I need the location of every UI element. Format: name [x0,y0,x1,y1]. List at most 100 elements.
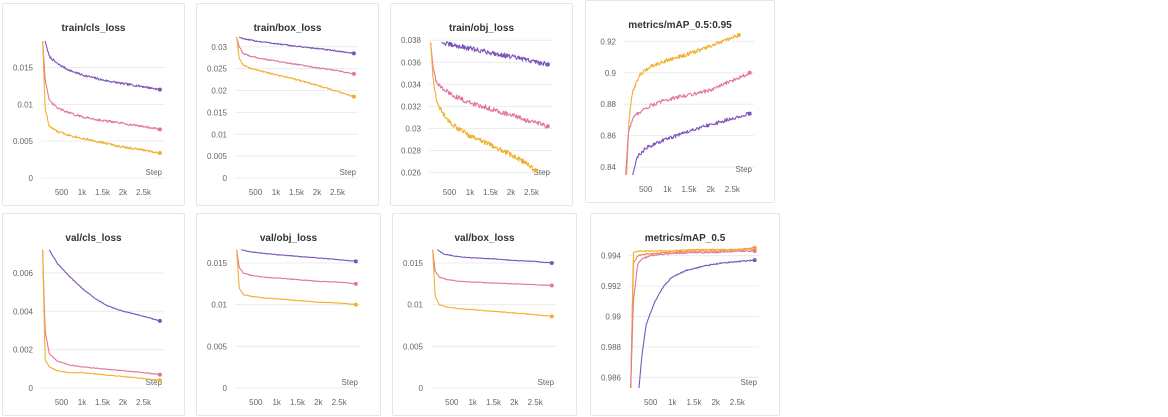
series-end-marker [747,70,752,75]
series-line-purple [44,40,161,91]
y-tick-label: 0.86 [600,132,616,141]
chart-panel-metrics-map-0-5: metrics/mAP_0.5 0.986 0.988 0.99 0.992 0.994… [590,213,780,416]
y-tick-label: 0.002 [13,346,34,355]
y-tick-label: 0.005 [13,137,34,146]
x-tick-label: 500 [249,398,263,407]
x-tick-label: 500 [445,398,459,407]
chart-panel-train-box-loss: train/box_loss 0 0.005 0.01 0.015 0.02 0.025 0… [196,3,379,206]
series-group [625,34,751,175]
series-group [630,247,756,388]
x-tick-label: 1.5k [486,398,502,407]
chart-panel-train-cls-loss: train/cls_loss 0 0.005 0.01 0.015 500 1k 1.5k 2… [2,3,185,206]
series-end-marker [157,150,162,155]
x-tick-label: 500 [639,185,653,194]
chart-val-cls-loss: 0 0.002 0.004 0.006 500 1k 1.5k 2k 2.5k Step [13,249,164,407]
x-axis-label: Step [342,378,359,387]
y-tick-label: 0.84 [600,163,616,172]
y-tick-label: 0.01 [17,100,33,109]
y-tick-label: 0.986 [601,373,622,382]
x-tick-label: 1k [466,188,475,197]
series-group [42,40,161,154]
y-tick-label: 0 [223,174,228,183]
x-tick-label: 500 [644,398,658,407]
y-tick-label: 0.03 [405,124,421,133]
series-end-marker [752,258,757,263]
x-tick-label: 2k [510,398,519,407]
x-axis-label: Step [146,168,163,177]
x-tick-label: 1k [668,398,677,407]
y-tick-label: 0 [29,384,34,393]
y-tick-label: 0.015 [13,63,34,72]
chart-title: metrics/mAP_0.5:0.95 [628,20,732,31]
chart-train-obj-loss: 0.026 0.028 0.03 0.032 0.034 0.036 0.038 500 1k 1… [401,36,552,197]
series-end-marker [353,259,358,264]
series-line-purple [48,249,160,322]
x-tick-label: 2.5k [332,398,348,407]
chart-panel-metrics-map-0-5-0-95: metrics/mAP_0.5:0.95 0.84 0.86 0.88 0.9 0.92… [585,0,775,203]
series-line-pink [42,40,161,131]
x-tick-label: 2.5k [136,398,152,407]
series-group [432,249,553,317]
series-line-yellow [42,40,161,154]
series-line-pink [630,250,755,388]
series-group [42,249,161,382]
chart-val-obj-loss: 0 0.005 0.01 0.015 500 1k 1.5k 2k 2.5k Step [207,249,360,407]
series-line-yellow [430,42,537,172]
y-tick-label: 0 [223,384,228,393]
series-line-yellow [236,249,357,306]
y-tick-label: 0.026 [401,168,422,177]
series-end-marker [545,124,550,129]
x-axis-label: Step [534,168,551,177]
series-line-purple [241,249,356,263]
series-end-marker [549,283,554,288]
series-end-marker [747,111,752,116]
series-line-purple [632,112,751,175]
y-tick-label: 0.01 [407,301,423,310]
x-tick-label: 2.5k [524,188,540,197]
series-end-marker [549,314,554,319]
series-end-marker [353,281,358,286]
series-end-marker [351,94,356,99]
y-tick-label: 0.005 [207,342,228,351]
y-tick-label: 0.988 [601,343,622,352]
y-tick-label: 0.015 [207,108,228,117]
series-end-marker [157,378,162,383]
chart-title: train/obj_loss [448,23,514,34]
chart-metrics-map-0-5-0-95: 0.84 0.86 0.88 0.9 0.92 500 1k 1.5k 2k 2.5k Step [600,33,754,194]
series-end-marker [752,249,757,254]
x-tick-label: 1k [272,188,281,197]
series-line-purple [238,36,354,55]
y-tick-label: 0.006 [13,269,34,278]
x-tick-label: 2k [507,188,516,197]
y-tick-label: 0.028 [401,146,422,155]
x-tick-label: 2k [706,185,715,194]
series-end-marker [157,372,162,377]
x-tick-label: 2k [119,398,128,407]
chart-metrics-map-0-5: 0.986 0.988 0.99 0.992 0.994 500 1k 1.5k 2k 2.5k S… [601,246,759,407]
x-axis-label: Step [146,378,163,387]
x-tick-label: 2.5k [725,185,741,194]
y-tick-label: 0.9 [605,69,617,78]
x-tick-label: 1.5k [686,398,702,407]
y-tick-label: 0.036 [401,58,422,67]
series-line-yellow [626,34,740,175]
x-tick-label: 2k [314,398,323,407]
chart-panel-val-obj-loss: val/obj_loss 0 0.005 0.01 0.015 500 1k 1.5k 2k 2… [196,213,381,416]
x-axis-label: Step [741,378,758,387]
series-line-pink [432,249,552,287]
series-end-marker [157,318,162,323]
series-line-purple [436,249,552,264]
series-line-pink [430,42,549,129]
x-tick-label: 500 [249,188,263,197]
series-line-purple [638,259,755,388]
chart-title: val/obj_loss [259,233,318,244]
x-tick-label: 500 [443,188,457,197]
chart-train-box-loss: 0 0.005 0.01 0.015 0.02 0.025 0.03 500 1k 1.5k 2k 2… [207,36,358,197]
x-tick-label: 1k [468,398,477,407]
chart-title: val/cls_loss [65,233,122,244]
y-tick-label: 0.01 [211,130,227,139]
x-tick-label: 1.5k [95,398,111,407]
y-tick-label: 0.005 [207,152,228,161]
series-group [236,249,357,306]
y-tick-label: 0.005 [403,342,424,351]
